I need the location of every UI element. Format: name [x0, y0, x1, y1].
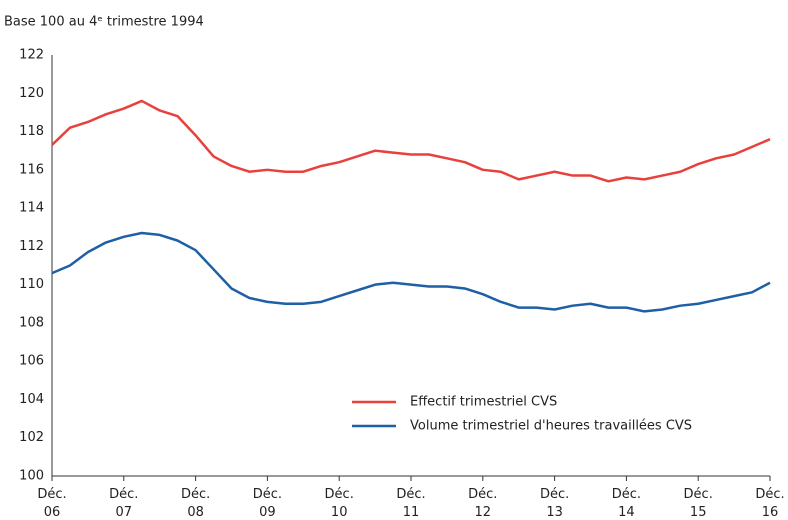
y-tick-label: 100 — [19, 469, 44, 484]
legend-label: Effectif trimestriel CVS — [410, 395, 557, 410]
y-tick-label: 102 — [19, 430, 44, 445]
chart-subtitle: Base 100 au 4ᵉ trimestre 1994 — [4, 15, 204, 30]
x-tick-label: Déc. 12 — [468, 487, 497, 520]
y-tick-label: 106 — [19, 354, 44, 369]
y-tick-label: 122 — [19, 48, 44, 63]
x-tick-label: Déc. 11 — [396, 487, 425, 520]
y-tick-label: 108 — [19, 315, 44, 330]
y-tick-label: 104 — [19, 392, 44, 407]
y-tick-label: 114 — [19, 201, 44, 216]
x-tick-label: Déc. 14 — [612, 487, 641, 520]
x-tick-label: Déc. 08 — [181, 487, 210, 520]
series-line — [51, 231, 771, 313]
y-tick-label: 118 — [19, 124, 44, 139]
y-tick-label: 110 — [19, 277, 44, 292]
y-tick-label: 116 — [19, 162, 44, 177]
y-tick-label: 120 — [19, 86, 44, 101]
y-tick-label: 112 — [19, 239, 44, 254]
x-tick-label: Déc. 10 — [325, 487, 354, 520]
legend-label: Volume trimestriel d'heures travaillées … — [410, 419, 692, 434]
x-tick-label: Déc. 09 — [253, 487, 282, 520]
series-line — [51, 99, 771, 183]
x-tick-label: Déc. 06 — [37, 487, 66, 520]
x-tick-label: Déc. 16 — [755, 487, 784, 520]
x-tick-label: Déc. 13 — [540, 487, 569, 520]
x-tick-label: Déc. 07 — [109, 487, 138, 520]
x-tick-label: Déc. 15 — [684, 487, 713, 520]
